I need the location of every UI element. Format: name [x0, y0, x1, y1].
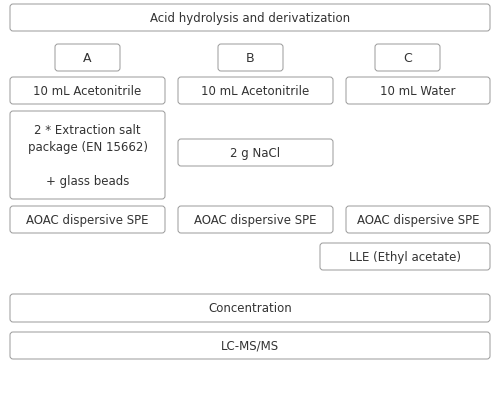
- Text: 10 mL Acetonitrile: 10 mL Acetonitrile: [34, 85, 142, 98]
- FancyBboxPatch shape: [55, 45, 120, 72]
- FancyBboxPatch shape: [178, 139, 333, 166]
- Text: LC-MS/MS: LC-MS/MS: [221, 339, 279, 352]
- Text: Concentration: Concentration: [208, 302, 292, 315]
- FancyBboxPatch shape: [10, 5, 490, 32]
- Text: 2 g NaCl: 2 g NaCl: [230, 147, 280, 160]
- Text: 2 * Extraction salt
package (EN 15662)

+ glass beads: 2 * Extraction salt package (EN 15662) +…: [28, 124, 148, 188]
- Text: AOAC dispersive SPE: AOAC dispersive SPE: [26, 213, 149, 227]
- FancyBboxPatch shape: [10, 294, 490, 322]
- Text: C: C: [403, 52, 412, 65]
- FancyBboxPatch shape: [375, 45, 440, 72]
- FancyBboxPatch shape: [10, 332, 490, 359]
- Text: B: B: [246, 52, 255, 65]
- Text: A: A: [84, 52, 92, 65]
- FancyBboxPatch shape: [178, 207, 333, 234]
- FancyBboxPatch shape: [346, 78, 490, 105]
- Text: LLE (Ethyl acetate): LLE (Ethyl acetate): [349, 250, 461, 263]
- FancyBboxPatch shape: [178, 78, 333, 105]
- Text: Acid hydrolysis and derivatization: Acid hydrolysis and derivatization: [150, 12, 350, 25]
- FancyBboxPatch shape: [346, 207, 490, 234]
- Text: 10 mL Water: 10 mL Water: [380, 85, 456, 98]
- FancyBboxPatch shape: [10, 207, 165, 234]
- Text: AOAC dispersive SPE: AOAC dispersive SPE: [194, 213, 317, 227]
- FancyBboxPatch shape: [218, 45, 283, 72]
- Text: 10 mL Acetonitrile: 10 mL Acetonitrile: [202, 85, 310, 98]
- Text: AOAC dispersive SPE: AOAC dispersive SPE: [357, 213, 479, 227]
- FancyBboxPatch shape: [10, 78, 165, 105]
- FancyBboxPatch shape: [10, 112, 165, 200]
- FancyBboxPatch shape: [320, 243, 490, 270]
